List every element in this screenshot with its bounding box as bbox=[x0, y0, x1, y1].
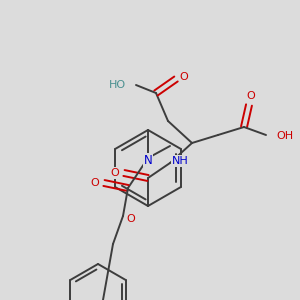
Text: O: O bbox=[111, 168, 119, 178]
Text: OH: OH bbox=[276, 131, 293, 141]
Text: NH: NH bbox=[172, 156, 188, 166]
Text: HO: HO bbox=[109, 80, 126, 90]
Text: O: O bbox=[180, 72, 188, 82]
Text: O: O bbox=[127, 214, 135, 224]
Text: O: O bbox=[247, 91, 255, 101]
Text: N: N bbox=[144, 154, 152, 166]
Text: O: O bbox=[91, 178, 99, 188]
